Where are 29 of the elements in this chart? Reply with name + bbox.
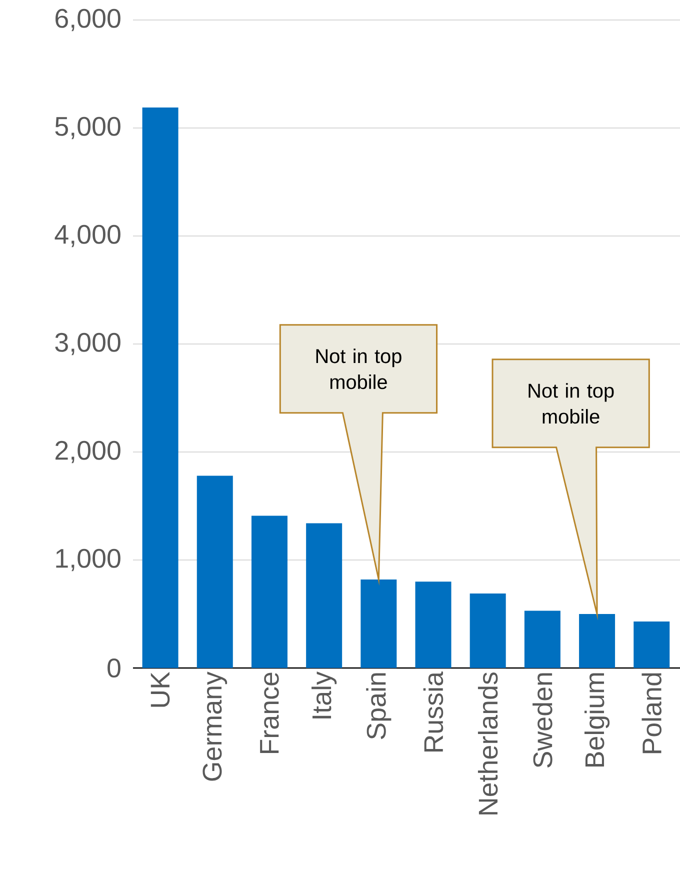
y-tick-label: 2,000 xyxy=(56,440,120,464)
x-tick-label: Netherlands xyxy=(478,672,498,814)
y-tick-label: 3,000 xyxy=(55,332,120,356)
y-tick-label: 6,000 xyxy=(56,8,120,32)
x-tick-label: Italy xyxy=(312,672,337,718)
y-tick-label: 5,000 xyxy=(55,116,120,140)
bar xyxy=(579,614,616,668)
y-tick-label: 4,000 xyxy=(54,224,120,248)
x-tick-label: Spain xyxy=(366,673,392,740)
x-tick-label: Russia xyxy=(423,672,444,752)
bar xyxy=(524,610,560,668)
bar xyxy=(360,579,397,668)
annotation: Not in top mobile xyxy=(316,348,402,390)
annotation: Not in top mobile xyxy=(528,383,614,424)
x-tick-label: Poland xyxy=(642,673,662,754)
y-tick-label: 0 xyxy=(108,658,120,678)
bar xyxy=(634,622,670,668)
bar xyxy=(306,523,342,668)
bar xyxy=(470,593,506,668)
bar xyxy=(196,476,233,668)
x-tick-label: Sweden xyxy=(532,673,552,768)
bar xyxy=(142,107,178,668)
bar xyxy=(251,516,288,668)
x-tick-label: UK xyxy=(150,672,170,707)
x-tick-label: Germany xyxy=(202,672,228,781)
y-tick-label: 1,000 xyxy=(56,548,120,572)
bar xyxy=(415,582,452,668)
x-tick-label: France xyxy=(260,672,279,754)
x-tick-label: Belgium xyxy=(584,673,610,766)
